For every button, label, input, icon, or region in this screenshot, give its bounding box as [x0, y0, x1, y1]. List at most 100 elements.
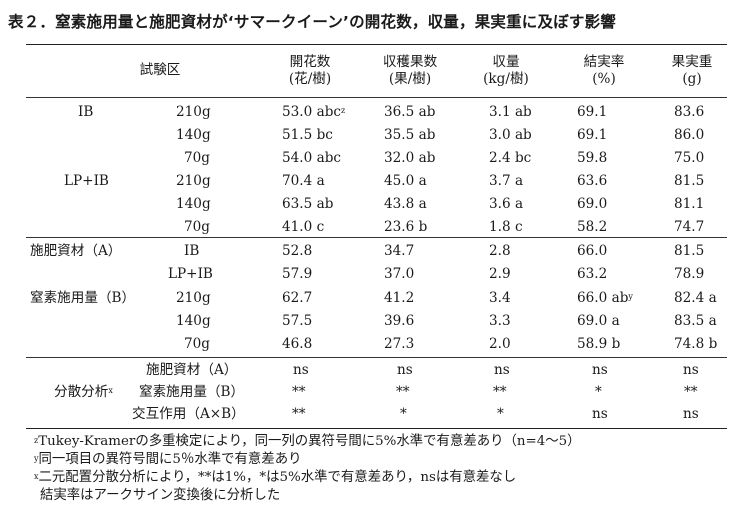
flower-count-cell: 62.7	[282, 290, 313, 306]
source-cell: 窒素施用量（B）	[139, 384, 245, 400]
fruit-count-cell: *	[400, 406, 407, 422]
material-label: LP+IB	[64, 173, 109, 189]
level-cell: IB	[184, 243, 200, 259]
yield-cell: 2.4 bc	[489, 150, 532, 166]
footnote: zTukey-Kramerの多重検定により，同一列の異符号間に5%水準で有意差あ…	[34, 434, 581, 450]
footnote-marker: y	[34, 454, 39, 463]
fruit-weight-cell: 81.5	[674, 173, 705, 189]
footnote-marker: y	[628, 292, 633, 301]
fruit-weight-cell: 83.6	[674, 104, 705, 120]
fruit-set-cell: 69.0	[577, 196, 608, 212]
yield-cell: 3.3	[489, 313, 511, 329]
fruit-count-cell: 32.0 ab	[384, 150, 436, 166]
rate-cell: 140g	[176, 127, 211, 143]
flower-count-cell: ns	[293, 362, 309, 378]
fruit-set-cell: 63.2	[577, 266, 608, 282]
fruit-count-cell: 45.0 a	[384, 173, 427, 189]
footnote-marker: z	[341, 106, 346, 115]
yield-cell: 2.9	[489, 266, 511, 282]
fruit-weight-cell: 74.8 b	[674, 336, 718, 352]
header-col5-name: 果実重	[671, 54, 713, 70]
material-label: IB	[78, 104, 94, 120]
yield-cell: 3.1 ab	[489, 104, 532, 120]
fruit-count-cell: 36.5 ab	[384, 104, 436, 120]
yield-cell: ns	[494, 362, 510, 378]
header-col3-unit: (kg/樹)	[483, 71, 529, 87]
level-cell: LP+IB	[168, 266, 213, 282]
fruit-weight-cell: 81.1	[674, 196, 705, 212]
fruit-set-cell: 66.0 aby	[577, 290, 633, 306]
flower-count-cell: 63.5 ab	[282, 196, 334, 212]
header-col4-name: 結実率	[583, 54, 625, 70]
footnote-text: 同一項目の異符号間に5％水準で有意差あり	[38, 452, 302, 467]
footnote-marker: z	[34, 436, 39, 445]
header-col4-unit: (%)	[592, 71, 616, 87]
yield-cell: 2.8	[489, 243, 511, 259]
rate-cell: 70g	[184, 219, 210, 235]
fruit-count-cell: 23.6 b	[384, 219, 428, 235]
level-cell: 70g	[184, 336, 210, 352]
fruit-set-cell: 58.9 b	[577, 336, 621, 352]
fruit-weight-cell: 83.5 a	[674, 313, 717, 329]
footnote: y同一項目の異符号間に5％水準で有意差あり	[34, 452, 301, 468]
flower-count-cell: 54.0 abc	[282, 150, 342, 166]
fruit-count-cell: 34.7	[384, 243, 415, 259]
fruit-count-cell: 39.6	[384, 313, 415, 329]
flower-count-cell: **	[292, 384, 306, 400]
fruit-set-cell: 69.1	[577, 127, 608, 143]
flower-count-cell: 52.8	[282, 243, 313, 259]
fruit-weight-cell: 82.4 a	[674, 290, 717, 306]
footnote: 結実率はアークサイン変換後に分析した	[40, 488, 280, 504]
source-cell: 交互作用（A×B）	[132, 406, 245, 422]
source-cell: 施肥資材（A）	[146, 362, 238, 378]
anova-label-text: 分散分析	[54, 384, 109, 400]
rate-cell: 210g	[176, 173, 211, 189]
header-col5-unit: (g)	[682, 71, 702, 87]
rule-top	[26, 44, 727, 45]
yield-cell: 2.0	[489, 336, 511, 352]
footnote-marker: x	[108, 386, 113, 395]
rate-cell: 140g	[176, 196, 211, 212]
fruit-set-cell: ns	[592, 362, 608, 378]
flower-count-cell: 57.5	[282, 313, 313, 329]
fruit-weight-cell: ns	[683, 406, 699, 422]
rule-header-bottom	[26, 97, 727, 98]
factor-b-label: 窒素施用量（B）	[30, 290, 136, 306]
level-cell: 210g	[176, 290, 211, 306]
header-col1-name: 開花数	[289, 54, 331, 70]
yield-cell: *	[497, 406, 504, 422]
fruit-weight-cell: 75.0	[674, 150, 705, 166]
rule-section1-bottom	[26, 237, 727, 238]
yield-cell: 3.6 a	[489, 196, 524, 212]
flower-count-cell: 41.0 c	[282, 219, 325, 235]
table-title: 表２．窒素施用量と施肥資材が‘サマークイーン’の開花数，収量，果実重に及ぼす影響	[8, 13, 617, 31]
footnote-text: 二元配置分散分析により，**は1%，*は5%水準で有意差あり，nsは有意差なし	[38, 470, 517, 485]
header-col2-name: 収穫果数	[382, 54, 438, 70]
header-col3-name: 収量	[492, 54, 520, 70]
fruit-weight-cell: ns	[683, 362, 699, 378]
fruit-count-cell: 41.2	[384, 290, 415, 306]
fruit-count-cell: 37.0	[384, 266, 415, 282]
header-col1-unit: (花/樹)	[288, 71, 332, 87]
rate-cell: 210g	[176, 104, 211, 120]
fruit-set-cell: 69.1	[577, 104, 608, 120]
yield-cell: 3.7 a	[489, 173, 524, 189]
fruit-set-cell: 58.2	[577, 219, 608, 235]
header-col2-unit: (果/樹)	[388, 71, 432, 87]
yield-cell: 3.4	[489, 290, 511, 306]
fruit-set-cell: ns	[592, 406, 608, 422]
header-group: 試験区	[139, 62, 181, 78]
anova-label: 分散分析x	[54, 384, 113, 400]
yield-cell: 1.8 c	[489, 219, 523, 235]
fruit-set-cell: *	[595, 384, 602, 400]
rule-bottom	[26, 428, 727, 429]
yield-cell: 3.0 ab	[489, 127, 532, 143]
fruit-set-value: 66.0 ab	[577, 290, 629, 306]
flower-count-cell: 53.0 abcz	[282, 104, 345, 120]
flower-count-cell: 57.9	[282, 266, 313, 282]
fruit-count-cell: 35.5 ab	[384, 127, 436, 143]
fruit-set-cell: 63.6	[577, 173, 608, 189]
rule-section2-bottom	[26, 357, 727, 358]
fruit-weight-cell: 81.5	[674, 243, 705, 259]
flower-count-cell: 51.5 bc	[282, 127, 333, 143]
